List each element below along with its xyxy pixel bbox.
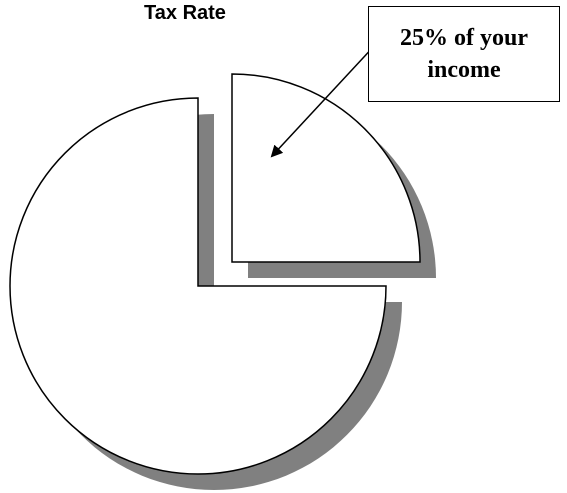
callout-arrow [270,43,377,158]
pie-slice-2 [9,97,387,475]
callout-box: 25% of your income [368,6,560,102]
callout-line-1: 25% of your [400,25,528,51]
pie-slice-1 [231,73,421,263]
pie-slices [9,73,421,475]
chart-title: Tax Rate [144,2,226,24]
callout-line-2: income [427,57,501,83]
callout-label: 25% of your income [400,22,528,86]
